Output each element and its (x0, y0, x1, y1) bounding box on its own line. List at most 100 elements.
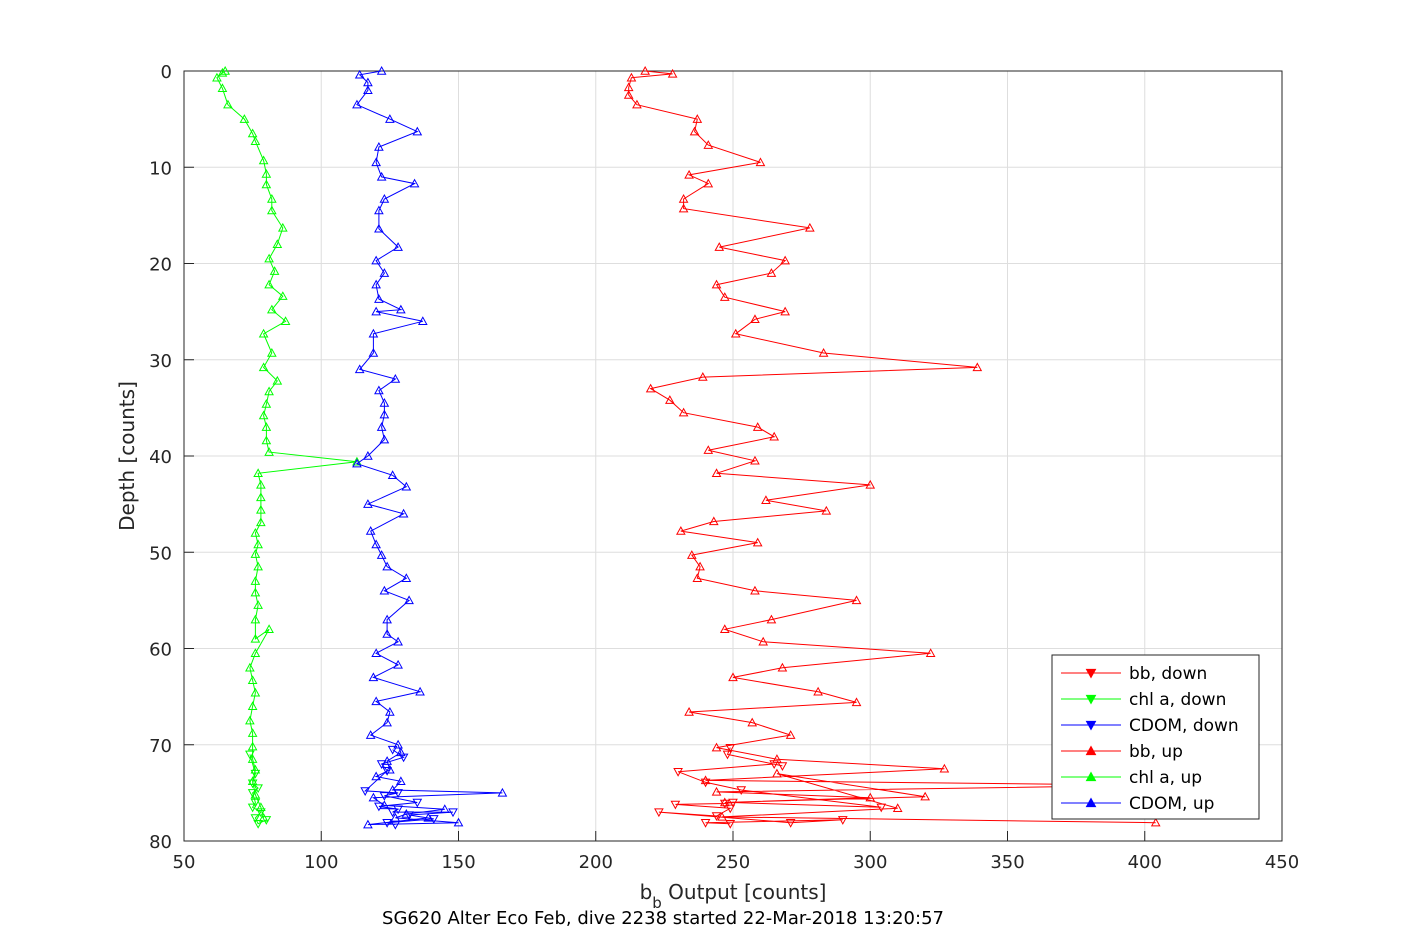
data-point (371, 279, 381, 289)
data-point (892, 803, 903, 812)
legend-item: bb, up (1061, 742, 1183, 762)
series-line (249, 754, 267, 825)
data-point (667, 68, 678, 78)
data-point (805, 222, 815, 232)
data-point (354, 364, 365, 374)
legend-item: chl a, up (1061, 768, 1202, 788)
data-point (752, 537, 763, 547)
data-point (250, 769, 261, 779)
x-tick-label: 100 (304, 852, 338, 873)
data-point (750, 585, 760, 595)
data-point (766, 268, 777, 277)
data-point (365, 526, 376, 535)
legend-label: bb, up (1129, 742, 1183, 762)
data-point (785, 730, 796, 739)
data-point (711, 812, 722, 822)
data-point (250, 576, 261, 585)
data-point (851, 697, 862, 707)
x-tick-label: 250 (716, 852, 750, 873)
data-point (640, 65, 651, 75)
data-point (352, 99, 362, 109)
data-point (695, 561, 705, 571)
data-point (401, 809, 412, 818)
data-point (256, 504, 266, 514)
data-point (253, 561, 263, 571)
data-point (272, 239, 283, 248)
series-3 (623, 65, 1161, 827)
data-point (363, 450, 373, 460)
data-point (250, 814, 261, 823)
legend-label: chl a, up (1129, 768, 1202, 788)
data-point (703, 140, 714, 149)
data-point (253, 784, 263, 794)
data-point (750, 455, 760, 465)
data-point (758, 636, 769, 646)
legend-item: CDOM, down (1061, 716, 1239, 736)
data-point (247, 789, 258, 798)
data-point (363, 85, 373, 94)
legend-swatch-marker (1085, 720, 1097, 731)
data-point (401, 573, 412, 582)
data-point (250, 527, 261, 537)
data-point (368, 347, 379, 357)
data-point (385, 764, 395, 774)
caption: SG620 Alter Eco Feb, dive 2238 started 2… (382, 908, 944, 929)
data-point (920, 791, 930, 801)
data-point (371, 255, 381, 265)
data-point (700, 819, 711, 828)
data-point (250, 798, 261, 808)
data-point (374, 802, 384, 812)
legend-item: bb, down (1061, 664, 1207, 684)
data-point (412, 798, 423, 808)
data-point (689, 126, 700, 136)
data-point (393, 789, 403, 798)
data-point (876, 803, 887, 813)
series-2 (360, 745, 458, 830)
data-point (247, 128, 258, 138)
data-point (250, 687, 261, 697)
data-point (747, 717, 758, 727)
x-tick-label: 350 (990, 852, 1024, 873)
data-point (382, 767, 392, 776)
x-axis-label: bb Output [counts] (640, 880, 827, 912)
data-point (258, 410, 269, 420)
data-point (256, 808, 266, 818)
data-point (376, 760, 387, 770)
data-point (777, 762, 788, 771)
data-point (250, 614, 261, 624)
legend-item: chl a, down (1061, 690, 1226, 710)
data-point (385, 114, 395, 123)
data-point (266, 205, 277, 215)
data-point (253, 539, 263, 549)
x-tick-label: 450 (1265, 852, 1299, 873)
data-point (266, 193, 277, 203)
data-point (217, 83, 228, 93)
data-point (670, 800, 681, 810)
data-point (623, 90, 634, 99)
data-point (352, 456, 362, 466)
axis-ticks: 50 100 150 200 250 300 350 400 450 0 10 20 30 40 50 60 7… (149, 62, 1299, 873)
data-point (708, 516, 719, 526)
data-point (368, 792, 379, 802)
data-point (766, 614, 777, 624)
data-point (684, 706, 694, 716)
data-point (250, 549, 261, 558)
data-point (700, 775, 711, 785)
data-point (368, 328, 379, 338)
data-point (837, 816, 848, 825)
data-point (258, 155, 269, 165)
data-point (269, 266, 280, 275)
data-point (752, 422, 763, 431)
data-point (261, 816, 272, 825)
data-point (730, 328, 741, 338)
data-point (719, 797, 730, 807)
y-axis-label: Depth [counts] (115, 381, 139, 531)
legend-swatch-marker (1085, 668, 1097, 679)
data-point (277, 291, 288, 300)
data-point (256, 517, 266, 527)
data-point (409, 178, 420, 188)
data-point (865, 479, 876, 489)
data-point (398, 753, 409, 763)
